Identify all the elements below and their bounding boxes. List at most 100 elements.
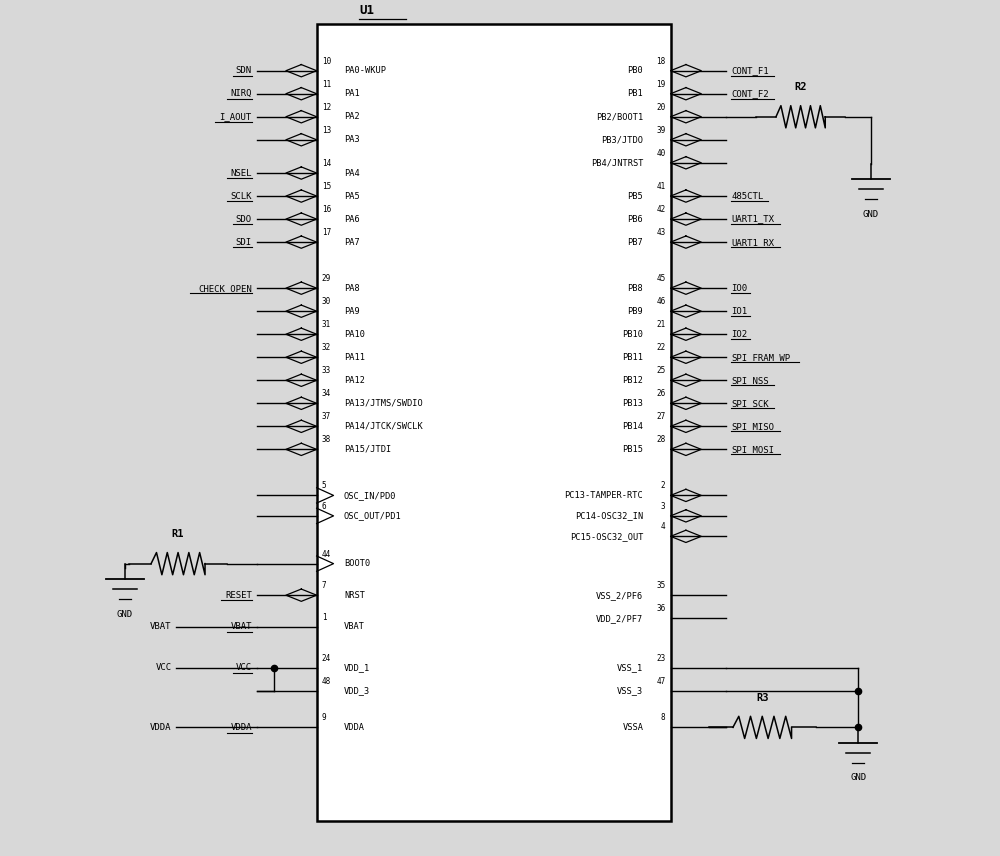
Text: PA5: PA5 xyxy=(344,192,360,200)
Text: R1: R1 xyxy=(172,529,184,539)
Text: VDD_3: VDD_3 xyxy=(344,687,370,695)
Text: I_AOUT: I_AOUT xyxy=(220,112,252,122)
Text: 43: 43 xyxy=(656,228,665,237)
Text: VSS_2/PF6: VSS_2/PF6 xyxy=(596,591,643,600)
Text: 45: 45 xyxy=(656,274,665,283)
Text: R2: R2 xyxy=(794,82,807,92)
Text: PA15/JTDI: PA15/JTDI xyxy=(344,445,391,454)
Text: PC13-TAMPER-RTC: PC13-TAMPER-RTC xyxy=(565,491,643,500)
Text: 48: 48 xyxy=(322,676,331,686)
Text: VBAT: VBAT xyxy=(150,622,172,631)
Text: 16: 16 xyxy=(322,205,331,214)
Text: PB1: PB1 xyxy=(628,89,643,98)
Text: PA9: PA9 xyxy=(344,306,360,316)
Text: PA7: PA7 xyxy=(344,238,360,247)
Text: 10: 10 xyxy=(322,56,331,66)
Text: PC15-OSC32_OUT: PC15-OSC32_OUT xyxy=(570,532,643,541)
Text: 3: 3 xyxy=(661,502,665,511)
Text: PA0-WKUP: PA0-WKUP xyxy=(344,66,386,75)
Bar xyxy=(317,24,671,821)
Text: 6: 6 xyxy=(322,502,326,511)
Text: 34: 34 xyxy=(322,389,331,398)
Text: 41: 41 xyxy=(656,182,665,191)
Text: PB14: PB14 xyxy=(622,422,643,431)
Text: 25: 25 xyxy=(656,366,665,375)
Text: PB7: PB7 xyxy=(628,238,643,247)
Text: PA14/JTCK/SWCLK: PA14/JTCK/SWCLK xyxy=(344,422,423,431)
Text: 27: 27 xyxy=(656,413,665,421)
Text: GND: GND xyxy=(863,210,879,219)
Text: VDDA: VDDA xyxy=(344,722,365,732)
Text: 21: 21 xyxy=(656,320,665,329)
Text: GND: GND xyxy=(850,774,866,782)
Text: PB5: PB5 xyxy=(628,192,643,200)
Text: SPI_MISO: SPI_MISO xyxy=(731,422,774,431)
Text: 28: 28 xyxy=(656,435,665,444)
Text: PB13: PB13 xyxy=(622,399,643,407)
Text: 11: 11 xyxy=(322,80,331,89)
Text: 39: 39 xyxy=(656,126,665,134)
Text: 1: 1 xyxy=(322,613,326,621)
Text: 38: 38 xyxy=(322,435,331,444)
Text: VSSA: VSSA xyxy=(622,722,643,732)
Text: 15: 15 xyxy=(322,182,331,191)
Text: SPI_FRAM_WP: SPI_FRAM_WP xyxy=(731,353,790,362)
Text: PA10: PA10 xyxy=(344,330,365,339)
Text: OSC_OUT/PD1: OSC_OUT/PD1 xyxy=(344,511,402,520)
Text: BOOT0: BOOT0 xyxy=(344,559,370,568)
Text: VBAT: VBAT xyxy=(344,622,365,631)
Text: VCC: VCC xyxy=(236,663,252,672)
Text: 47: 47 xyxy=(656,676,665,686)
Text: PB9: PB9 xyxy=(628,306,643,316)
Text: NRST: NRST xyxy=(344,591,365,600)
Text: 20: 20 xyxy=(656,103,665,111)
Text: 4: 4 xyxy=(661,522,665,532)
Text: 37: 37 xyxy=(322,413,331,421)
Text: CHECK_OPEN: CHECK_OPEN xyxy=(198,283,252,293)
Text: 8: 8 xyxy=(661,713,665,722)
Text: PB4/JNTRST: PB4/JNTRST xyxy=(591,158,643,167)
Text: VSS_3: VSS_3 xyxy=(617,687,643,695)
Text: PB2/BOOT1: PB2/BOOT1 xyxy=(596,112,643,122)
Text: GND: GND xyxy=(117,609,133,619)
Text: 19: 19 xyxy=(656,80,665,89)
Text: 46: 46 xyxy=(656,297,665,306)
Text: NIRQ: NIRQ xyxy=(230,89,252,98)
Text: VSS_1: VSS_1 xyxy=(617,663,643,672)
Text: IO2: IO2 xyxy=(731,330,747,339)
Text: 36: 36 xyxy=(656,604,665,613)
Text: 17: 17 xyxy=(322,228,331,237)
Text: PB11: PB11 xyxy=(622,353,643,362)
Text: VDDA: VDDA xyxy=(230,722,252,732)
Text: PA1: PA1 xyxy=(344,89,360,98)
Text: SDI: SDI xyxy=(236,238,252,247)
Text: PB15: PB15 xyxy=(622,445,643,454)
Text: 30: 30 xyxy=(322,297,331,306)
Text: 29: 29 xyxy=(322,274,331,283)
Text: 22: 22 xyxy=(656,343,665,352)
Text: 35: 35 xyxy=(656,581,665,590)
Text: PB0: PB0 xyxy=(628,66,643,75)
Text: 33: 33 xyxy=(322,366,331,375)
Text: PA2: PA2 xyxy=(344,112,360,122)
Text: SPI_SCK: SPI_SCK xyxy=(731,399,769,407)
Text: PA11: PA11 xyxy=(344,353,365,362)
Text: PB6: PB6 xyxy=(628,215,643,223)
Text: SDN: SDN xyxy=(236,66,252,75)
Text: SPI_MOSI: SPI_MOSI xyxy=(731,445,774,454)
Text: SDO: SDO xyxy=(236,215,252,223)
Text: PA13/JTMS/SWDIO: PA13/JTMS/SWDIO xyxy=(344,399,423,407)
Text: 2: 2 xyxy=(661,481,665,490)
Text: VDDA: VDDA xyxy=(150,722,172,732)
Text: PA6: PA6 xyxy=(344,215,360,223)
Text: 13: 13 xyxy=(322,126,331,134)
Text: 5: 5 xyxy=(322,481,326,490)
Text: PB8: PB8 xyxy=(628,283,643,293)
Text: IO1: IO1 xyxy=(731,306,747,316)
Text: UART1_RX: UART1_RX xyxy=(731,238,774,247)
Text: RESET: RESET xyxy=(225,591,252,600)
Text: NSEL: NSEL xyxy=(230,169,252,177)
Text: 7: 7 xyxy=(322,581,326,590)
Text: PA8: PA8 xyxy=(344,283,360,293)
Text: UART1_TX: UART1_TX xyxy=(731,215,774,223)
